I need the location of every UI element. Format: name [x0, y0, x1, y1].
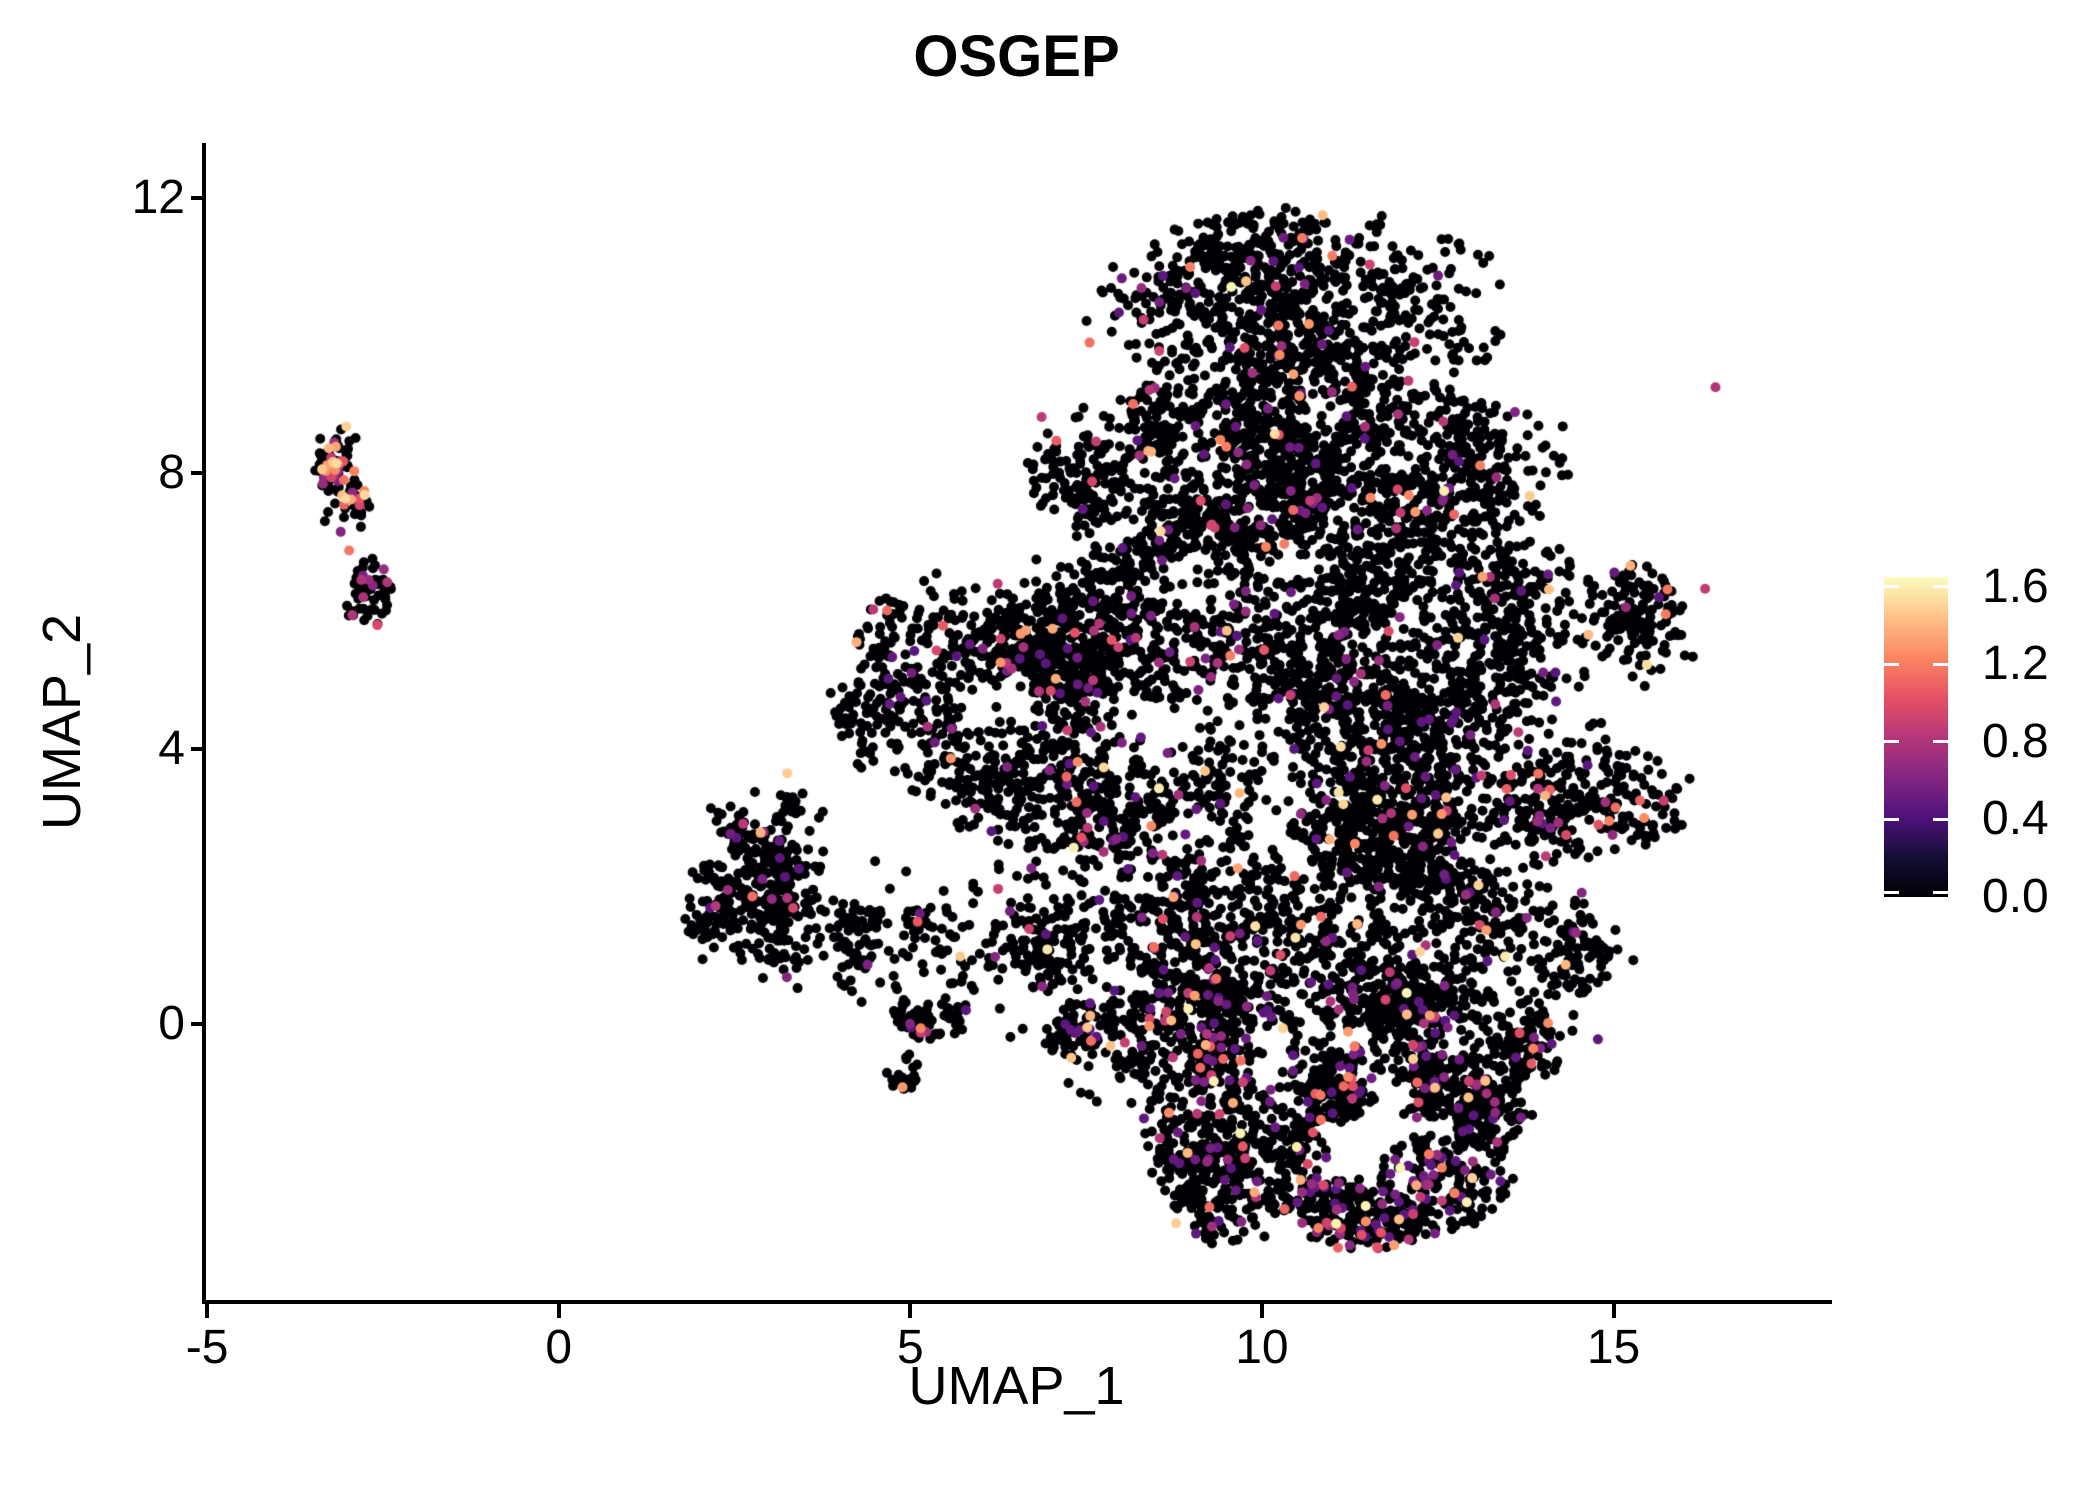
- x-axis-title: UMAP_1: [908, 1356, 1125, 1416]
- x-tick-label: 10: [1235, 1321, 1289, 1374]
- x-tick-label: 0: [545, 1321, 573, 1374]
- colorbar-tick-left: [1884, 662, 1899, 666]
- x-tick-mark: [556, 1304, 561, 1318]
- y-tick-label: 4: [158, 721, 185, 775]
- colorbar-tick-left: [1884, 817, 1899, 821]
- colorbar-gradient: [1884, 577, 1948, 897]
- x-tick-mark: [908, 1304, 913, 1318]
- colorbar-tick-label: 0.4: [1982, 792, 2049, 846]
- colorbar-tick-label: 0.0: [1982, 870, 2049, 923]
- colorbar-tick-label: 1.2: [1982, 637, 2049, 691]
- y-tick-mark: [191, 471, 205, 476]
- y-axis-line: [202, 143, 206, 1304]
- y-axis-title: UMAP_2: [32, 613, 92, 831]
- y-tick-label: 0: [158, 996, 185, 1050]
- colorbar-tick-left: [1884, 891, 1899, 894]
- colorbar-tick-right: [1933, 740, 1948, 744]
- y-tick-label: 12: [131, 171, 185, 225]
- plot-title: OSGEP: [913, 24, 1120, 89]
- colorbar-tick-left: [1884, 585, 1899, 589]
- y-tick-mark: [191, 1021, 205, 1026]
- colorbar-tick-right: [1933, 817, 1948, 821]
- y-tick-label: 8: [158, 446, 185, 500]
- x-tick-mark: [1259, 1304, 1264, 1318]
- y-tick-mark: [191, 746, 205, 751]
- colorbar-tick-label: 1.6: [1982, 559, 2049, 613]
- colorbar-tick-right: [1933, 891, 1948, 894]
- x-tick-mark: [1611, 1304, 1616, 1318]
- x-tick-label: -5: [185, 1321, 229, 1374]
- colorbar-tick-left: [1884, 740, 1899, 744]
- colorbar-tick-right: [1933, 585, 1948, 589]
- colorbar-tick-right: [1933, 662, 1948, 666]
- x-tick-mark: [205, 1304, 210, 1318]
- y-tick-mark: [191, 196, 205, 201]
- colorbar-tick-label: 0.8: [1982, 714, 2049, 768]
- x-tick-label: 15: [1586, 1321, 1641, 1374]
- x-tick-label: 5: [896, 1321, 924, 1374]
- x-axis-line: [202, 1300, 1832, 1304]
